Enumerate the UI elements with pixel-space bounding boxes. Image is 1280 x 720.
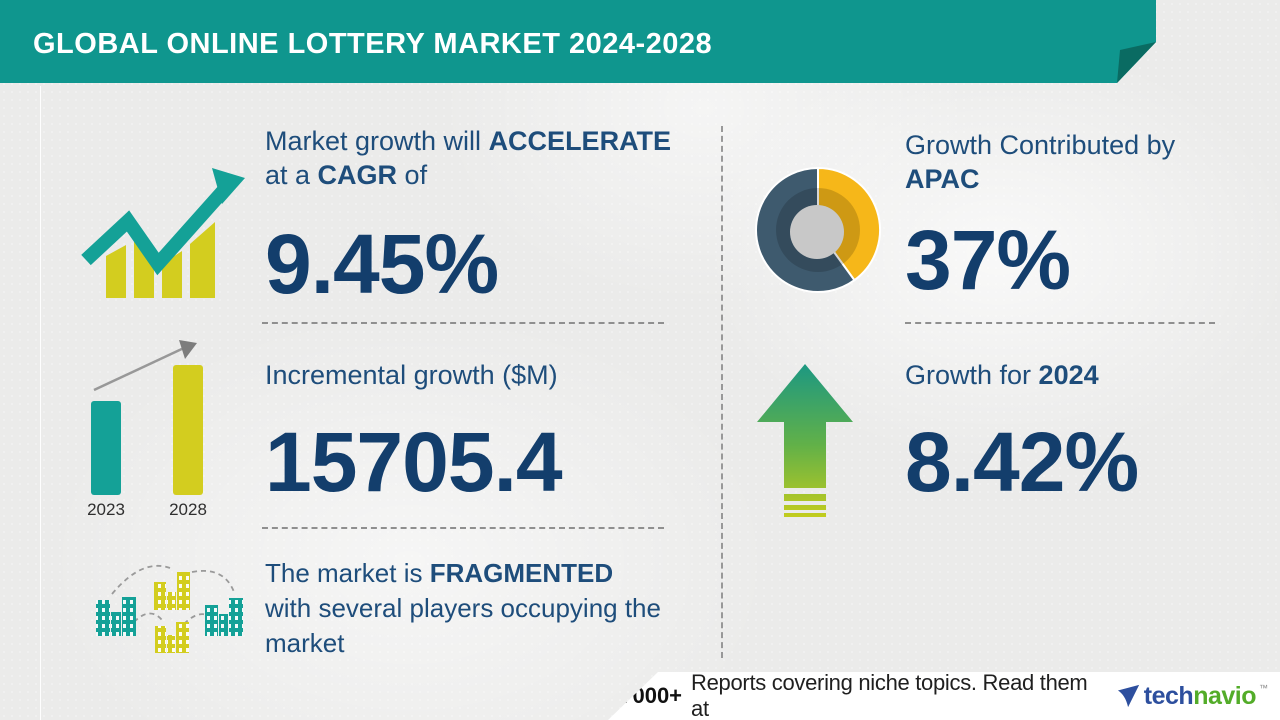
page-title: GLOBAL ONLINE LOTTERY MARKET 2024-2028 — [33, 28, 713, 60]
growth-chart-icon — [81, 168, 245, 298]
apac-region: APAC — [905, 164, 980, 194]
cagr-text: Market growth will — [265, 126, 489, 156]
reports-count: 17000+ — [608, 683, 683, 708]
donut-center — [790, 205, 844, 259]
technavio-logo-mark-icon — [1117, 684, 1139, 708]
cagr-text2: at a — [265, 160, 318, 190]
frag-text2: with several players occupying the — [265, 593, 661, 623]
ribbon-fold — [1117, 42, 1156, 83]
footer-note: Reports covering niche topics. Read them… — [691, 670, 1088, 720]
bar-label-2028: 2028 — [169, 500, 207, 519]
apac-text: Growth Contributed by — [905, 130, 1176, 160]
building-cluster-top — [154, 572, 190, 610]
growth2024-year: 2024 — [1038, 360, 1099, 390]
divider-left-1 — [262, 322, 664, 324]
cagr-accelerate: ACCELERATE — [488, 126, 672, 156]
vertical-divider — [721, 126, 723, 658]
fragmentation-statement: The market is FRAGMENTED with several pl… — [265, 556, 685, 661]
bar-compare-icon: 2023 2028 — [87, 340, 207, 519]
frag-keyword: FRAGMENTED — [429, 558, 614, 588]
divider-right-1 — [905, 322, 1215, 324]
logo-text-tech: tech — [1143, 682, 1194, 710]
left-accent-line — [40, 86, 41, 720]
cagr-statement: Market growth will ACCELERATE at a CAGR … — [265, 124, 675, 192]
apac-donut-chart-icon — [755, 166, 882, 293]
incremental-label: Incremental growth ($M) — [265, 360, 558, 390]
apac-value: 37% — [905, 213, 1071, 307]
growth2024-value: 8.42% — [905, 415, 1139, 509]
growth-up-arrow-icon — [757, 364, 853, 517]
frag-text3: market — [265, 628, 345, 658]
trend-arrowhead — [179, 340, 197, 359]
bar-2023 — [91, 401, 121, 495]
incremental-value: 15705.4 — [265, 415, 563, 509]
bar-label-2023: 2023 — [87, 500, 125, 519]
cagr-text3: of — [397, 160, 428, 190]
divider-left-2 — [262, 527, 664, 529]
building-cluster-left — [96, 597, 136, 636]
growth2024-text: Growth for — [905, 360, 1039, 390]
frag-text1: The market is — [265, 558, 430, 588]
building-cluster-right — [205, 598, 243, 636]
cagr-value: 9.45% — [265, 217, 499, 311]
apac-statement: Growth Contributed by APAC — [905, 128, 1225, 196]
donut-slice-apac — [817, 166, 882, 282]
footer-bar: 17000+ Reports covering niche topics. Re… — [608, 672, 1280, 720]
cagr-label: CAGR — [317, 160, 398, 190]
bar-2028 — [173, 365, 203, 495]
technavio-logo[interactable]: technavio ™ — [1117, 683, 1268, 709]
header-ribbon — [0, 0, 1156, 83]
growth2024-statement: Growth for 2024 — [905, 358, 1225, 392]
logo-trademark: ™ — [1259, 683, 1268, 693]
fragmented-buildings-icon — [96, 564, 243, 653]
logo-text-navio: navio — [1193, 682, 1256, 710]
ribbon-shape — [0, 0, 1156, 83]
building-cluster-bottom — [155, 622, 189, 653]
